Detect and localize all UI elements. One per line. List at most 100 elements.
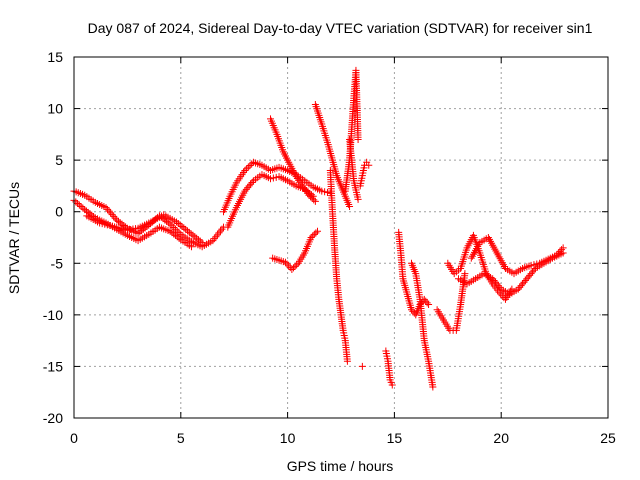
- data-point: [248, 178, 256, 186]
- data-point: [494, 282, 502, 290]
- data-point: [243, 165, 251, 173]
- y-tick-label: 0: [55, 204, 63, 220]
- data-point: [283, 260, 291, 268]
- data-point: [218, 225, 226, 233]
- data-point: [245, 182, 253, 190]
- data-point: [318, 187, 326, 195]
- data-point: [77, 203, 85, 211]
- data-point: [343, 357, 351, 365]
- data-point: [215, 229, 223, 237]
- data-point: [187, 230, 195, 238]
- data-point: [113, 216, 121, 224]
- data-point: [346, 203, 354, 211]
- data-point: [168, 222, 176, 230]
- data-point: [248, 160, 256, 168]
- data-point: [74, 199, 82, 207]
- data-point: [189, 231, 197, 239]
- data-point: [527, 261, 535, 269]
- data-point: [520, 278, 528, 286]
- data-point: [293, 261, 301, 269]
- data-point: [185, 228, 193, 236]
- data-point: [530, 261, 538, 269]
- data-point: [81, 206, 89, 214]
- data-point: [523, 275, 531, 283]
- y-axis-ticks: 15 10 5 0 -5 -10 -15 -20: [43, 49, 608, 426]
- data-point: [171, 225, 179, 233]
- data-point: [358, 362, 366, 370]
- x-tick-label: 10: [280, 430, 296, 446]
- data-point: [173, 227, 181, 235]
- data-point: [170, 224, 178, 232]
- data-point: [521, 276, 529, 284]
- data-point: [321, 188, 329, 196]
- data-point: [309, 232, 317, 240]
- data-point: [241, 187, 249, 195]
- data-point: [517, 282, 525, 290]
- data-point: [554, 249, 562, 257]
- data-point: [210, 235, 218, 243]
- data-point: [168, 229, 176, 237]
- data-point: [365, 161, 373, 169]
- data-point: [388, 381, 396, 389]
- data-point: [323, 188, 331, 196]
- data-point: [289, 264, 297, 272]
- data-point: [281, 258, 289, 266]
- data-point: [180, 224, 188, 232]
- data-point: [247, 180, 255, 188]
- data-point: [407, 306, 415, 314]
- data-point: [558, 246, 566, 254]
- x-tick-label: 15: [387, 430, 403, 446]
- x-tick-label: 25: [600, 430, 616, 446]
- data-point: [108, 211, 116, 219]
- data-point: [173, 233, 181, 241]
- data-point: [461, 270, 469, 278]
- data-point: [184, 227, 192, 235]
- data-point: [354, 195, 362, 203]
- data-point: [311, 197, 319, 205]
- data-point: [191, 233, 199, 241]
- data-point: [553, 251, 561, 259]
- y-tick-label: 15: [47, 49, 63, 65]
- data-point: [84, 208, 92, 216]
- y-tick-label: -20: [43, 410, 63, 426]
- data-point: [72, 198, 80, 206]
- data-marks: [70, 66, 567, 391]
- data-point: [241, 166, 249, 174]
- data-point: [312, 229, 320, 237]
- chart-title: Day 087 of 2024, Sidereal Day-to-day VTE…: [88, 20, 593, 36]
- y-tick-label: 5: [55, 152, 63, 168]
- data-point: [175, 234, 183, 242]
- data-point: [307, 234, 315, 241]
- data-point: [310, 196, 318, 204]
- data-point: [559, 244, 567, 252]
- data-point: [422, 297, 430, 305]
- data-point: [524, 273, 532, 281]
- x-axis-ticks: 0 5 10 15 20 25: [70, 57, 616, 446]
- data-point: [498, 292, 506, 300]
- data-point: [193, 234, 201, 242]
- y-tick-label: 10: [47, 101, 63, 117]
- data-point: [198, 239, 206, 247]
- data-point: [115, 217, 122, 225]
- data-point: [118, 220, 126, 228]
- data-point: [409, 307, 417, 315]
- y-axis-label: SDTVAR / TECUs: [6, 182, 22, 294]
- x-tick-label: 20: [493, 430, 509, 446]
- data-point: [79, 204, 87, 212]
- data-point: [75, 201, 83, 209]
- data-point: [305, 191, 313, 199]
- data-point: [314, 227, 322, 235]
- data-point: [107, 209, 115, 217]
- data-point: [527, 270, 535, 278]
- data-point: [526, 271, 534, 279]
- data-point: [246, 162, 254, 170]
- x-tick-label: 0: [70, 430, 78, 446]
- data-point: [514, 285, 522, 293]
- plot-frame: [73, 56, 609, 419]
- data-point: [166, 227, 174, 235]
- x-tick-label: 5: [177, 430, 185, 446]
- data-point: [171, 231, 179, 239]
- data-point: [102, 204, 110, 212]
- data-point: [213, 231, 221, 239]
